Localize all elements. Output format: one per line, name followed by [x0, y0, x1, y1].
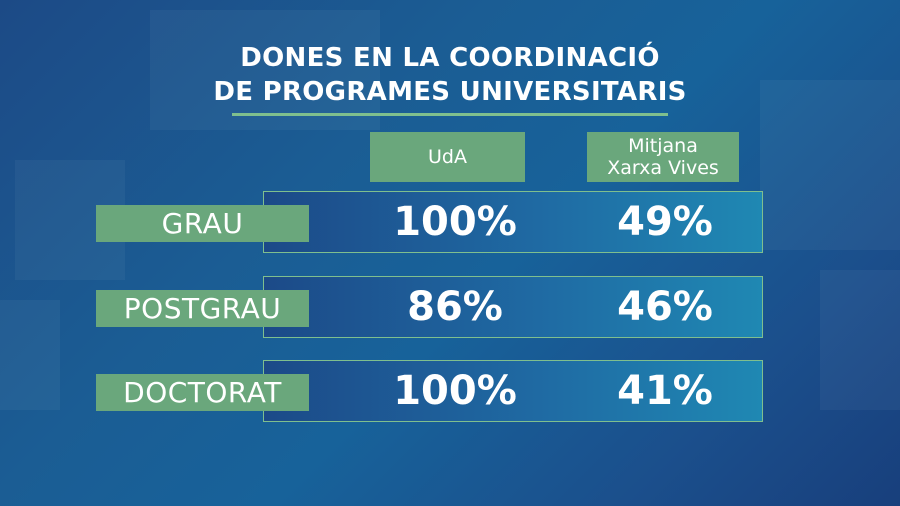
row-panel-doctorat: [263, 360, 763, 422]
row-label-doctorat: DOCTORAT: [96, 374, 309, 411]
column-header-uda-label: UdA: [428, 146, 467, 168]
column-header-xarxa-line-1: Mitjana: [628, 135, 698, 157]
background-decoration: [820, 270, 900, 410]
column-header-uda: UdA: [370, 132, 525, 182]
row-label-grau: GRAU: [96, 205, 309, 242]
title-line-2: DE PROGRAMES UNIVERSITARIS: [213, 77, 687, 107]
value-doctorat-xarxa: 41%: [617, 368, 713, 414]
row-panel-grau: [263, 191, 763, 253]
title-line-1: DONES EN LA COORDINACIÓ: [240, 43, 660, 73]
value-doctorat-uda: 100%: [393, 368, 517, 414]
value-postgrau-xarxa: 46%: [617, 284, 713, 330]
row-panel-postgrau: [263, 276, 763, 338]
value-grau-xarxa: 49%: [617, 199, 713, 245]
row-label-postgrau: POSTGRAU: [96, 290, 309, 327]
page-title: DONES EN LA COORDINACIÓ DE PROGRAMES UNI…: [0, 41, 900, 109]
value-grau-uda: 100%: [393, 199, 517, 245]
title-divider: [232, 113, 668, 116]
column-header-xarxa-vives: Mitjana Xarxa Vives: [587, 132, 739, 182]
value-postgrau-uda: 86%: [407, 284, 503, 330]
background-decoration: [760, 80, 900, 250]
column-header-xarxa-line-2: Xarxa Vives: [607, 157, 719, 179]
background-decoration: [0, 300, 60, 410]
background-decoration: [150, 10, 380, 130]
